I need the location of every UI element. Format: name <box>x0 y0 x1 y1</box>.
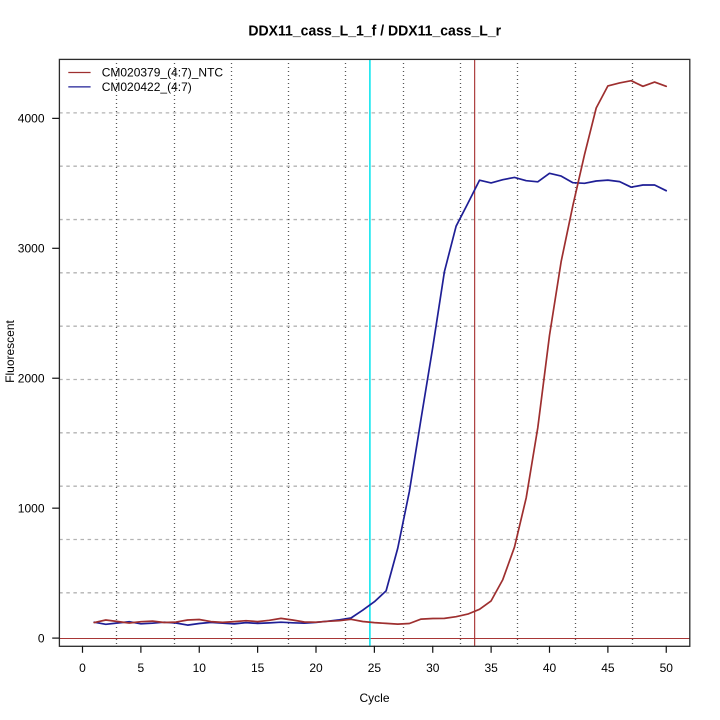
svg-text:35: 35 <box>484 661 498 675</box>
svg-text:Cycle: Cycle <box>359 691 389 705</box>
svg-text:15: 15 <box>251 661 265 675</box>
svg-text:CM020379_(4:7)_NTC: CM020379_(4:7)_NTC <box>102 66 224 80</box>
svg-text:DDX11_cass_L_1_f / DDX11_cass_: DDX11_cass_L_1_f / DDX11_cass_L_r <box>248 23 501 39</box>
svg-text:40: 40 <box>543 661 557 675</box>
svg-text:50: 50 <box>660 661 674 675</box>
svg-text:45: 45 <box>601 661 615 675</box>
svg-text:CM020422_(4:7): CM020422_(4:7) <box>102 80 192 94</box>
svg-text:3000: 3000 <box>18 242 45 256</box>
svg-text:5: 5 <box>138 661 145 675</box>
svg-text:10: 10 <box>193 661 207 675</box>
svg-text:20: 20 <box>309 661 323 675</box>
svg-text:25: 25 <box>368 661 382 675</box>
svg-text:30: 30 <box>426 661 440 675</box>
svg-text:2000: 2000 <box>18 372 45 386</box>
svg-text:4000: 4000 <box>18 112 45 126</box>
svg-text:0: 0 <box>38 631 45 645</box>
svg-text:1000: 1000 <box>18 501 45 515</box>
svg-text:Fluorescent: Fluorescent <box>3 319 17 382</box>
svg-text:0: 0 <box>79 661 86 675</box>
